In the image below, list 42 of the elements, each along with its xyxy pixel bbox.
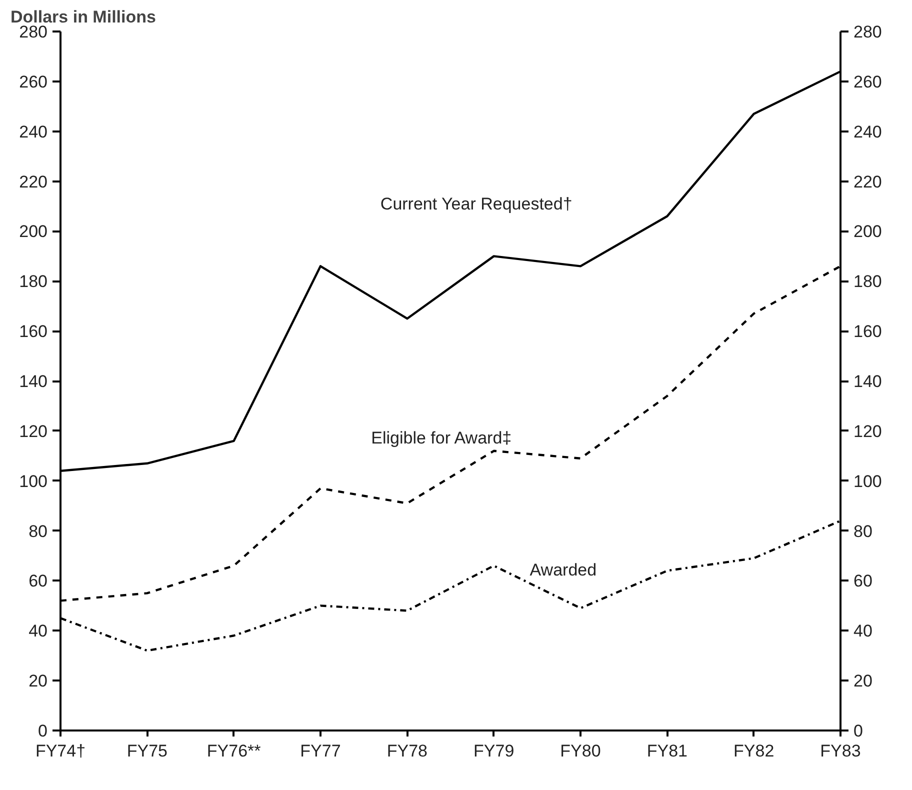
x-tick-label: FY82 [734,742,774,760]
y-tick-label: 140 [19,372,48,391]
y2-tick-label: 120 [854,422,882,441]
y2-tick-label: 160 [854,322,882,342]
y-tick-label: 120 [19,422,48,441]
y-tick-label: 220 [19,172,48,192]
series-label: Eligible for Award‡ [371,428,512,448]
y-tick-label: 60 [28,572,48,591]
y-tick-label: 160 [19,322,48,342]
y-tick-label: 180 [19,272,48,292]
y2-tick-label: 260 [854,72,882,92]
y2-tick-label: 100 [854,472,882,491]
y-tick-label: 40 [28,622,48,641]
series-label: Awarded [530,560,597,580]
y2-tick-label: 240 [854,122,882,142]
x-tick-label: FY79 [474,742,514,760]
y2-tick-label: 180 [854,272,882,292]
y2-tick-label: 280 [854,22,882,42]
y-tick-label: 240 [19,122,48,142]
x-tick-label: FY77 [300,742,341,760]
y-tick-label: 100 [19,472,48,491]
x-tick-label: FY80 [560,742,601,760]
y2-tick-label: 40 [854,622,872,641]
y2-tick-label: 140 [854,372,882,391]
y-tick-label: 20 [28,672,48,691]
y-tick-label: 0 [38,722,48,740]
y2-tick-label: 80 [854,522,872,541]
y2-tick-label: 0 [854,722,863,740]
x-tick-label: FY81 [646,742,688,760]
x-tick-label: FY78 [386,742,428,760]
y2-tick-label: 200 [854,222,882,242]
y2-tick-label: 20 [854,672,872,691]
y2-tick-label: 220 [854,172,882,192]
y-tick-label: 260 [19,72,48,92]
x-tick-label: FY83 [820,742,861,760]
x-tick-label: FY76** [206,742,262,760]
y-tick-label: 80 [28,522,48,541]
y2-tick-label: 60 [854,572,872,591]
y-tick-label: 200 [19,222,48,242]
text: Current Year Requested† [380,194,572,214]
x-tick-label: FY75 [126,742,168,760]
x-tick-label: FY74† [35,742,86,760]
